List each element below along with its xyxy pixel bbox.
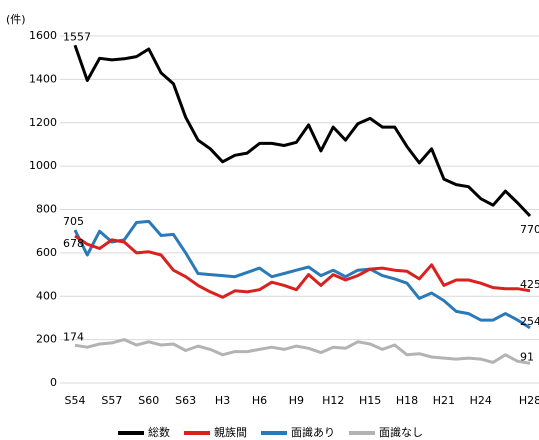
y-tick-label: 800 (36, 203, 57, 216)
x-tick-label: H9 (289, 394, 304, 407)
data-label: 705 (63, 215, 84, 228)
data-label: 770 (520, 223, 539, 236)
y-tick-label: 1200 (29, 116, 57, 129)
legend-label: 総数 (148, 425, 170, 439)
data-label: 91 (520, 350, 534, 363)
series-line (73, 44, 532, 218)
y-axis-label: (件) (6, 13, 26, 26)
y-tick-label: 600 (36, 246, 57, 259)
legend-label: 面識なし (379, 426, 423, 439)
x-tick-label: S63 (175, 394, 196, 407)
y-tick-label: 1400 (29, 72, 57, 85)
x-tick-label: S54 (65, 394, 86, 407)
y-tick-label: 200 (36, 333, 57, 346)
y-tick-label: 0 (50, 376, 57, 389)
data-label: 254 (520, 315, 539, 328)
x-tick-label: H6 (252, 394, 267, 407)
x-tick-label: H21 (433, 394, 455, 407)
series-line (74, 234, 531, 299)
series-line (73, 219, 531, 330)
series-line (74, 338, 531, 365)
x-tick-label: H15 (359, 394, 381, 407)
x-tick-label: S57 (101, 394, 122, 407)
x-tick-label: H28 (519, 394, 539, 407)
data-label: 425 (520, 278, 539, 291)
y-tick-label: 400 (36, 289, 57, 302)
x-tick-label: H12 (322, 394, 344, 407)
legend-label: 親族間 (214, 425, 247, 439)
x-tick-label: S60 (138, 394, 159, 407)
data-label: 678 (63, 237, 84, 250)
y-tick-label: 1600 (29, 29, 57, 42)
y-tick-label: 1000 (29, 159, 57, 172)
legend-label: 面識あり (291, 426, 335, 439)
x-tick-label: H24 (470, 394, 492, 407)
x-tick-label: H18 (396, 394, 418, 407)
data-label: 174 (63, 330, 84, 343)
data-label: 1557 (63, 30, 91, 43)
x-tick-label: H3 (215, 394, 230, 407)
